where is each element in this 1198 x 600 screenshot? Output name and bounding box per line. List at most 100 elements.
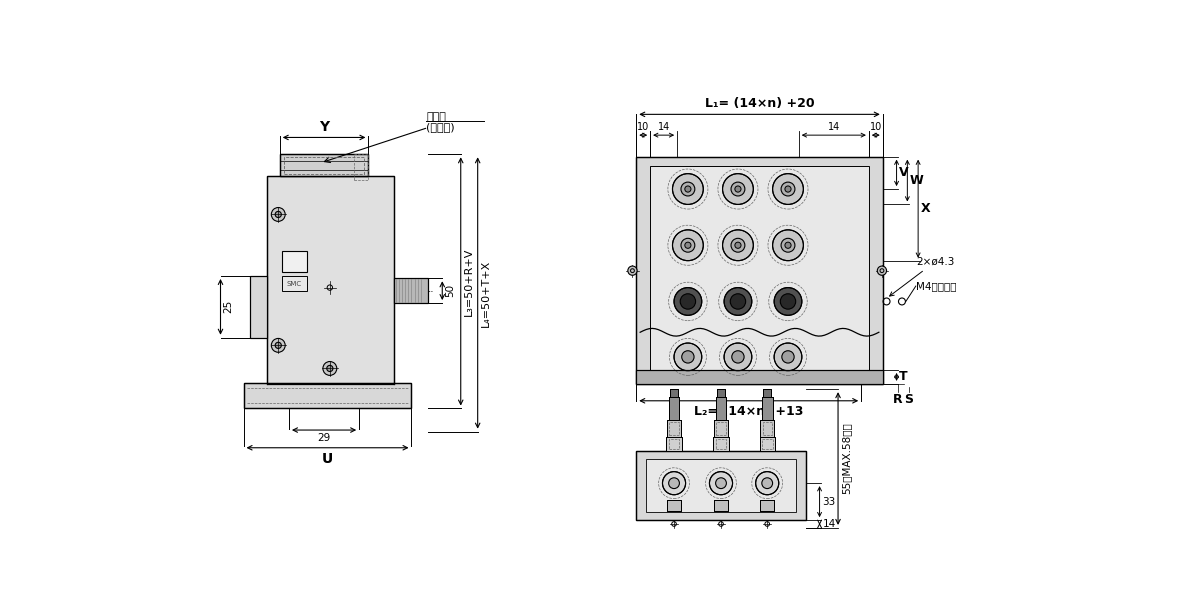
Circle shape xyxy=(685,186,691,192)
Text: 圧力計: 圧力計 xyxy=(426,112,446,122)
Text: L₄=50+T+X: L₄=50+T+X xyxy=(480,259,491,326)
Bar xyxy=(636,157,883,384)
Bar xyxy=(243,383,411,409)
Bar xyxy=(762,397,773,420)
Bar xyxy=(714,420,728,437)
Circle shape xyxy=(323,362,337,376)
Bar xyxy=(668,439,679,449)
Bar xyxy=(670,389,678,397)
Bar xyxy=(668,397,679,420)
Circle shape xyxy=(327,365,333,371)
Circle shape xyxy=(662,472,685,495)
Text: 10: 10 xyxy=(870,122,882,132)
Circle shape xyxy=(271,208,285,221)
Circle shape xyxy=(732,351,744,363)
Bar xyxy=(267,176,394,384)
Circle shape xyxy=(781,238,795,252)
Bar xyxy=(667,500,680,511)
Bar xyxy=(667,420,680,437)
Circle shape xyxy=(774,287,801,316)
Text: L₃=50+R+V: L₃=50+R+V xyxy=(464,247,474,316)
Bar xyxy=(713,437,728,451)
Bar xyxy=(284,157,364,173)
Text: 25: 25 xyxy=(224,300,234,313)
Circle shape xyxy=(271,338,285,352)
Circle shape xyxy=(722,173,754,205)
Circle shape xyxy=(781,182,795,196)
Bar xyxy=(282,251,307,272)
Circle shape xyxy=(724,343,752,371)
Bar xyxy=(636,157,883,384)
Circle shape xyxy=(773,173,804,205)
Circle shape xyxy=(715,478,726,488)
Bar xyxy=(761,420,774,437)
Bar xyxy=(280,154,368,176)
Bar xyxy=(646,458,797,512)
Bar xyxy=(636,370,883,384)
Circle shape xyxy=(682,351,694,363)
Bar xyxy=(714,420,728,437)
Circle shape xyxy=(780,294,795,309)
Circle shape xyxy=(782,351,794,363)
Circle shape xyxy=(724,287,752,316)
Text: Y: Y xyxy=(319,119,329,134)
Bar xyxy=(249,276,267,338)
Bar xyxy=(670,389,678,397)
Text: SMC: SMC xyxy=(286,281,302,287)
Bar xyxy=(267,176,394,384)
Circle shape xyxy=(734,242,742,248)
Circle shape xyxy=(674,287,702,316)
Text: 14: 14 xyxy=(828,122,840,132)
Text: R: R xyxy=(894,393,903,406)
Circle shape xyxy=(722,230,754,260)
Text: W: W xyxy=(909,174,924,187)
Text: X: X xyxy=(920,202,930,215)
Bar xyxy=(666,437,682,451)
Text: M4ねじ用穴: M4ねじ用穴 xyxy=(915,281,956,291)
Circle shape xyxy=(674,343,702,371)
Circle shape xyxy=(877,266,887,275)
Bar xyxy=(249,276,267,338)
Circle shape xyxy=(731,182,745,196)
Circle shape xyxy=(680,238,695,252)
Text: 10: 10 xyxy=(637,122,649,132)
Bar xyxy=(668,397,679,420)
Text: (付属品): (付属品) xyxy=(426,122,455,132)
Bar xyxy=(714,500,728,511)
Bar xyxy=(666,437,682,451)
Bar xyxy=(667,420,680,437)
Text: 33: 33 xyxy=(823,497,836,506)
Circle shape xyxy=(628,266,637,275)
Text: T: T xyxy=(898,370,908,383)
Circle shape xyxy=(731,238,745,252)
Text: 55（MAX.58）注: 55（MAX.58）注 xyxy=(841,422,851,494)
Bar xyxy=(636,370,883,384)
Text: 14: 14 xyxy=(658,122,670,132)
Bar xyxy=(763,422,772,436)
Bar xyxy=(760,437,775,451)
Bar xyxy=(763,389,772,397)
Circle shape xyxy=(276,342,282,349)
Bar xyxy=(761,420,774,437)
Text: 29: 29 xyxy=(317,433,331,443)
Bar xyxy=(760,437,775,451)
Text: V: V xyxy=(898,166,908,179)
Text: L₂= (14×n) +13: L₂= (14×n) +13 xyxy=(694,404,804,418)
Circle shape xyxy=(709,472,732,495)
Circle shape xyxy=(672,230,703,260)
Bar xyxy=(715,397,726,420)
Bar xyxy=(763,389,772,397)
Bar xyxy=(762,397,773,420)
Circle shape xyxy=(680,182,695,196)
Circle shape xyxy=(734,186,742,192)
Circle shape xyxy=(668,478,679,488)
Circle shape xyxy=(773,230,804,260)
Text: 2×ø4.3: 2×ø4.3 xyxy=(890,257,954,296)
Circle shape xyxy=(276,211,282,218)
Text: U: U xyxy=(322,452,333,466)
Text: 50: 50 xyxy=(446,284,455,297)
Circle shape xyxy=(785,242,791,248)
Bar xyxy=(243,383,411,409)
Bar xyxy=(636,451,806,520)
Bar xyxy=(715,439,726,449)
